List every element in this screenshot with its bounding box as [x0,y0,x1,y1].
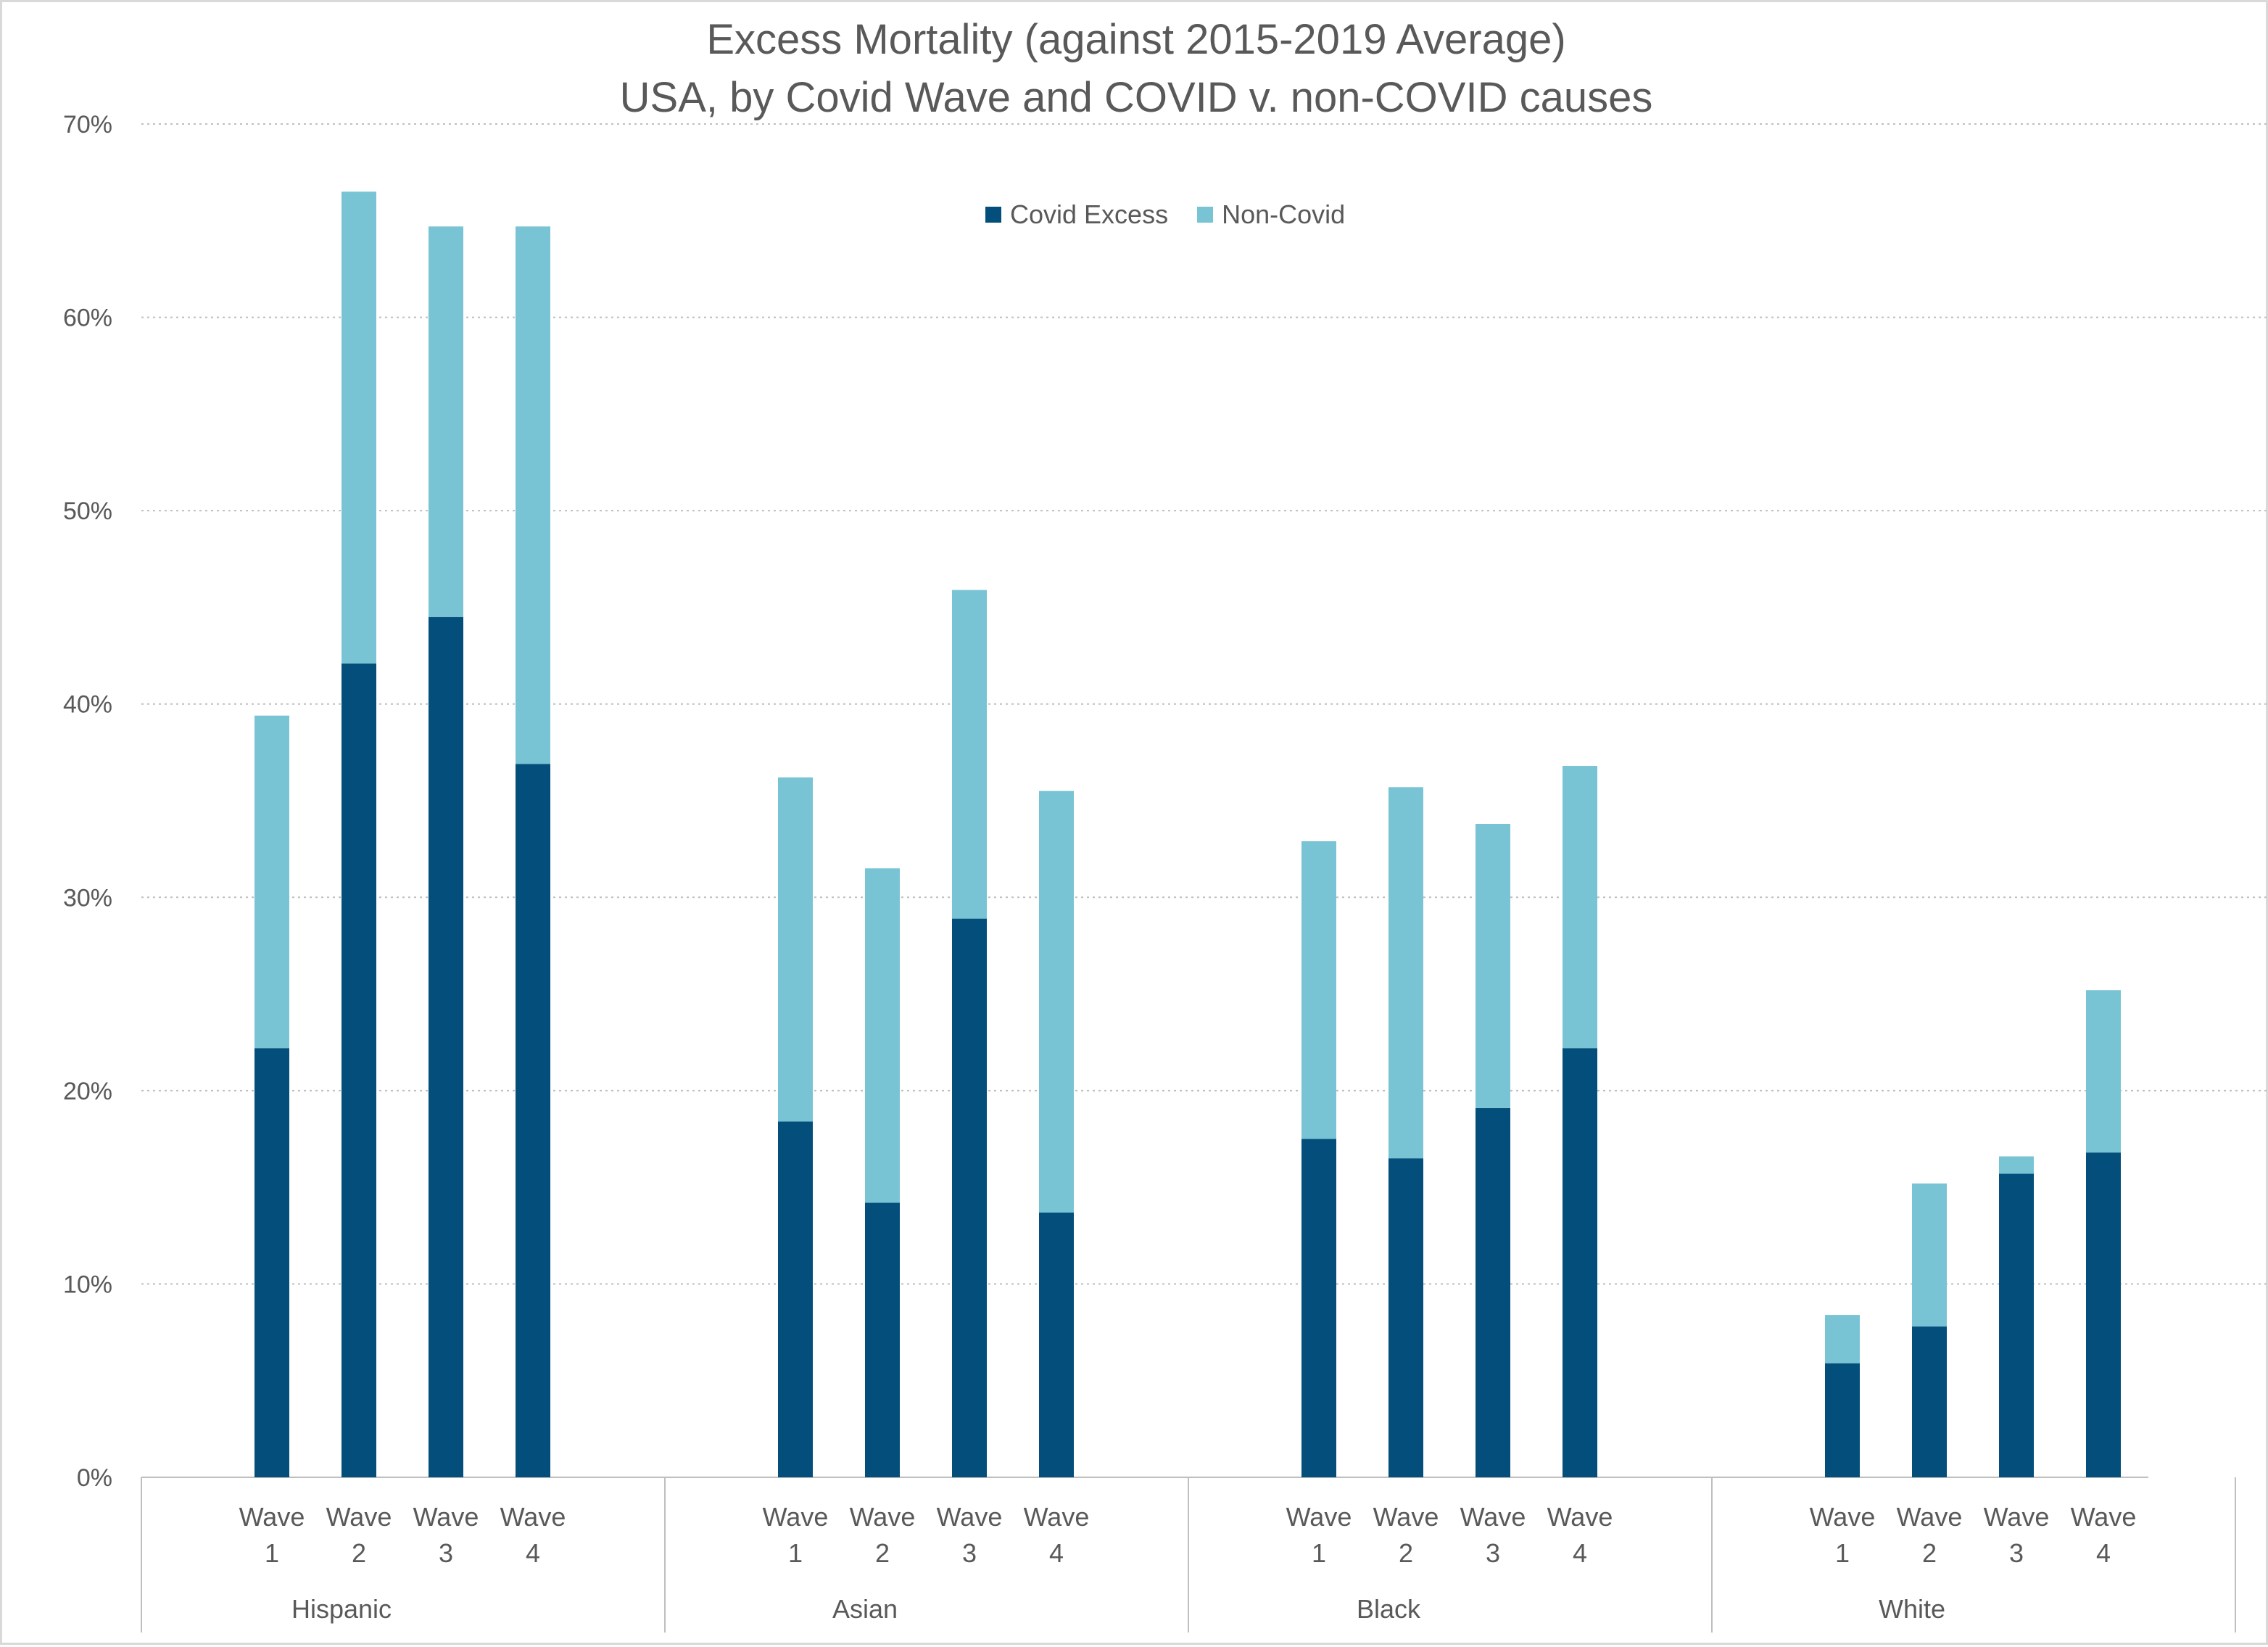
bar-non-covid [1912,1183,1947,1327]
bar-non-covid [254,715,289,1049]
x-category-label: Wave [850,1502,916,1532]
x-category-label: 4 [526,1538,540,1568]
legend-label-covid-excess: Covid Excess [1010,199,1169,229]
x-category-label: Wave [937,1502,1003,1532]
legend-item-covid-excess: Covid Excess [985,199,1168,230]
x-category-label: Wave [1810,1502,1876,1532]
bar-covid-excess [342,663,376,1477]
x-group-label: Hispanic [291,1594,392,1624]
legend-swatch-covid-excess [985,207,1001,223]
y-tick-label: 40% [63,691,112,719]
x-group-label: Asian [832,1594,898,1624]
x-category-label: 3 [2009,1538,2024,1568]
bar-non-covid [516,226,550,764]
bar-covid-excess [1039,1212,1074,1477]
x-category-label: Wave [1460,1502,1526,1532]
y-tick-label: 10% [63,1271,112,1298]
x-category-label: Wave [413,1502,479,1532]
bar-covid-excess [1563,1048,1597,1477]
legend-swatch-non-covid [1197,207,1214,223]
bar-non-covid [1563,766,1597,1049]
bar-covid-excess [1825,1363,1860,1477]
y-tick-label: 60% [63,305,112,332]
x-category-label: Wave [1286,1502,1352,1532]
x-category-label: 4 [1049,1538,1064,1568]
x-category-label: 3 [962,1538,977,1568]
bar-covid-excess [429,616,463,1478]
x-category-label: 2 [352,1538,366,1568]
x-category-label: 1 [1835,1538,1850,1568]
bar-non-covid [865,868,900,1203]
bar-non-covid [1388,787,1423,1159]
x-group-label: White [1879,1594,1945,1624]
x-category-label: 4 [2096,1538,2111,1568]
x-category-label: Wave [239,1502,305,1532]
bar-non-covid [342,191,376,664]
x-category-label: Wave [763,1502,829,1532]
x-category-label: Wave [500,1502,566,1532]
x-category-label: Wave [1373,1502,1439,1532]
x-category-label: 3 [439,1538,453,1568]
y-tick-label: 50% [63,498,112,525]
x-category-label: 2 [1922,1538,1937,1568]
y-tick-label: 70% [63,111,112,139]
bar-covid-excess [1388,1158,1423,1477]
bar-non-covid [952,590,987,919]
bar-non-covid [2086,990,2121,1153]
chart-title: Excess Mortality (against 2015-2019 Aver… [706,16,1566,63]
x-category-label: 4 [1573,1538,1587,1568]
bar-non-covid [429,226,463,617]
x-category-label: 1 [1312,1538,1326,1568]
bar-non-covid [778,777,813,1122]
chart-subtitle: USA, by Covid Wave and COVID v. non-COVI… [619,74,1653,121]
x-category-label: Wave [1984,1502,2050,1532]
x-category-label: 1 [788,1538,803,1568]
bar-covid-excess [1476,1107,1510,1477]
x-category-label: Wave [1024,1502,1090,1532]
bar-covid-excess [952,918,987,1477]
bar-covid-excess [254,1048,289,1477]
x-category-label: Wave [1897,1502,1963,1532]
x-category-label: Wave [2071,1502,2137,1532]
bar-covid-excess [2086,1152,2121,1477]
bar-non-covid [1999,1156,2034,1174]
bar-covid-excess [865,1202,900,1477]
x-category-label: 2 [1399,1538,1413,1568]
y-tick-label: 30% [63,884,112,912]
x-category-label: Wave [326,1502,392,1532]
bar-covid-excess [1999,1173,2034,1477]
y-tick-label: 0% [77,1464,112,1492]
bar-non-covid [1301,841,1336,1139]
bar-covid-excess [778,1121,813,1477]
legend-label-non-covid: Non-Covid [1222,199,1346,229]
bar-non-covid [1476,823,1510,1108]
x-category-label: 3 [1486,1538,1500,1568]
bar-covid-excess [1301,1139,1336,1477]
bar-covid-excess [1912,1326,1947,1477]
legend-item-non-covid: Non-Covid [1197,199,1345,230]
y-tick-label: 20% [63,1078,112,1105]
x-category-label: 2 [875,1538,890,1568]
legend: Covid Excess Non-Covid [985,199,1374,230]
x-group-label: Black [1357,1594,1421,1624]
bar-non-covid [1039,791,1074,1213]
x-category-label: 1 [265,1538,279,1568]
x-category-label: Wave [1547,1502,1613,1532]
bar-non-covid [1825,1315,1860,1363]
bar-covid-excess [516,764,550,1477]
